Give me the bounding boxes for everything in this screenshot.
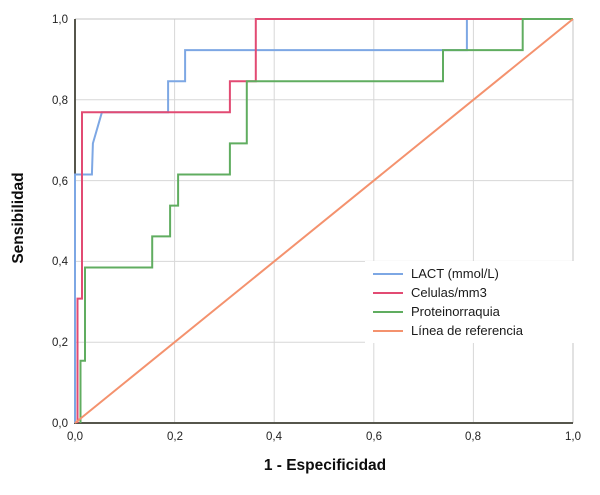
y-tick-06: 0,6 bbox=[52, 176, 68, 188]
legend-item-referencia: Línea de referencia bbox=[373, 321, 574, 340]
legend-item-celulas: Celulas/mm3 bbox=[373, 283, 574, 302]
legend-label-referencia: Línea de referencia bbox=[411, 323, 524, 338]
legend-item-lact: LACT (mmol/L) bbox=[373, 264, 574, 283]
legend: LACT (mmol/L) Celulas/mm3 Proteinorraqui… bbox=[365, 261, 574, 343]
x-axis-title: 1 - Especificidad bbox=[264, 457, 386, 474]
y-tick-02: 0,2 bbox=[52, 337, 68, 349]
legend-label-lact: LACT (mmol/L) bbox=[411, 266, 499, 281]
roc-curves bbox=[74, 18, 574, 424]
x-tick-04: 0,4 bbox=[266, 431, 283, 443]
y-tick-04: 0,4 bbox=[52, 256, 69, 268]
legend-item-proteinorraquia: Proteinorraquia bbox=[373, 302, 574, 321]
x-tick-10: 1,0 bbox=[565, 431, 581, 443]
y-tick-10: 1,0 bbox=[52, 14, 68, 26]
legend-swatch-proteinorraquia bbox=[373, 310, 403, 313]
legend-label-celulas: Celulas/mm3 bbox=[411, 285, 487, 300]
x-tick-0: 0,0 bbox=[67, 431, 83, 443]
legend-swatch-referencia bbox=[373, 329, 403, 332]
y-tick-08: 0,8 bbox=[52, 95, 68, 107]
y-tick-0: 0,0 bbox=[52, 418, 68, 430]
legend-swatch-celulas bbox=[373, 291, 403, 294]
x-tick-08: 0,8 bbox=[465, 431, 481, 443]
legend-label-proteinorraquia: Proteinorraquia bbox=[411, 304, 500, 319]
x-tick-02: 0,2 bbox=[167, 431, 183, 443]
x-tick-06: 0,6 bbox=[366, 431, 382, 443]
y-axis-title: Sensibilidad bbox=[10, 172, 27, 263]
legend-swatch-lact bbox=[373, 272, 403, 275]
